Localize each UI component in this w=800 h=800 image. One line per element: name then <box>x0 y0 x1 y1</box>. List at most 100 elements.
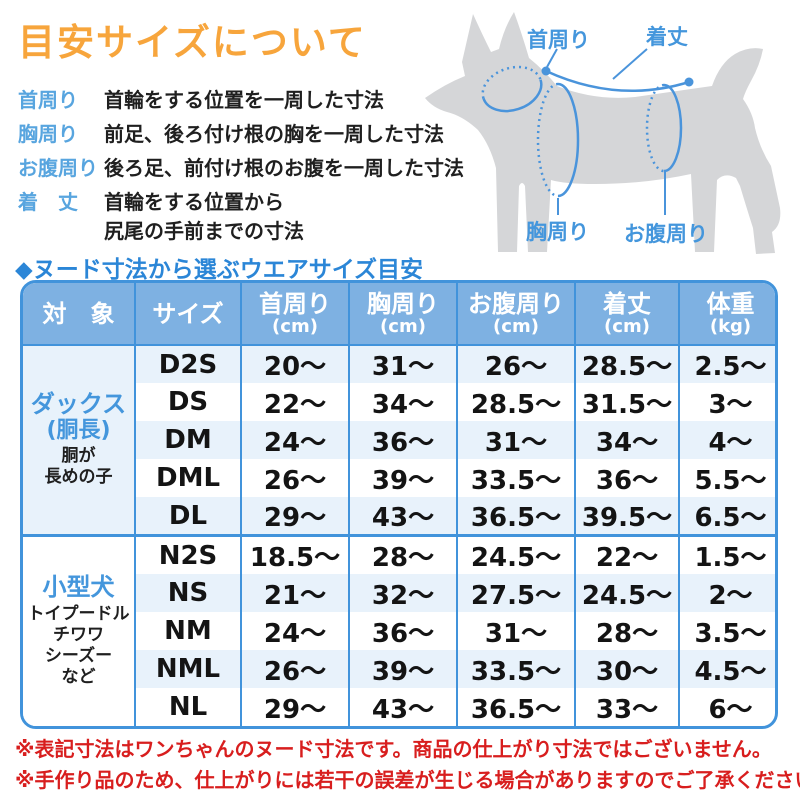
belly-cell: 36.5～ <box>456 497 575 536</box>
group-sub-line: チワワ <box>53 624 104 645</box>
length-cell: 39.5～ <box>574 497 679 536</box>
belly-cell: 33.5～ <box>456 650 575 688</box>
header-length: 着丈 (cm) <box>574 283 679 346</box>
definition-desc: 首輪をする位置から 尻尾の手前までの寸法 <box>104 186 464 244</box>
belly-cell: 28.5～ <box>456 383 575 421</box>
length-cell: 31.5～ <box>574 383 679 421</box>
neck-cell: 26～ <box>240 459 349 497</box>
definition-term: お腹周り <box>18 156 98 180</box>
weight-cell: 4～ <box>678 421 775 459</box>
definition-desc: 首輪をする位置を一周した寸法 <box>104 88 384 112</box>
length-cell: 34～ <box>574 421 679 459</box>
size-cell: NS <box>134 574 241 612</box>
table-row: ダックス (胴長) 胴が 長めの子 D2S 20～ 31～ 26～ 28.5～ … <box>23 345 775 536</box>
group-name: ダックス <box>30 390 127 419</box>
size-cell: DL <box>134 497 241 536</box>
group-sub: 胴が 長めの子 <box>23 446 134 489</box>
neck-cell: 18.5～ <box>240 534 349 574</box>
chest-cell: 36～ <box>348 421 457 459</box>
table-row: 小型犬 トイプードル チワワ シーズー など N2S 18.5～ 28～ 24.… <box>23 534 775 726</box>
header-chest-label: 胸周り <box>367 289 439 318</box>
chest-cell: 32～ <box>348 574 457 612</box>
belly-cell: 36.5～ <box>456 688 575 726</box>
page-title: 目安サイズについて <box>18 21 367 64</box>
belly-cell: 31～ <box>456 421 575 459</box>
length-cell: 28～ <box>574 612 679 650</box>
note-nude-size: ※表記寸法はワンちゃんのヌード寸法です。商品の仕上がり寸法ではございません。 <box>15 737 772 761</box>
group-sub: トイプードル チワワ シーズー など <box>23 604 134 689</box>
length-cell: 28.5～ <box>574 345 679 383</box>
table-row: NS 21～ 32～ 27.5～ 24.5～ 2～ <box>23 574 775 612</box>
weight-cell: 5.5～ <box>678 459 775 497</box>
group-sub-line: シーズー <box>44 646 113 667</box>
neck-cell: 20～ <box>240 345 349 383</box>
diagram-label-chest: 胸周り <box>526 220 589 244</box>
header-weight: 体重 (kg) <box>678 283 775 346</box>
back-length-end-dot <box>684 77 694 87</box>
neck-cell: 21～ <box>240 574 349 612</box>
definition-desc-line2: 尻尾の手前までの寸法 <box>104 219 304 243</box>
header-neck: 首周り (cm) <box>240 283 349 346</box>
neck-cell: 26～ <box>240 650 349 688</box>
chest-measure-ellipse <box>536 82 580 198</box>
definition-desc: 前足、後ろ付け根の胸を一周した寸法 <box>104 122 444 146</box>
size-cell: N2S <box>134 534 241 574</box>
dog-silhouette-illustration <box>425 12 781 254</box>
belly-cell: 31～ <box>456 612 575 650</box>
header-length-unit: (cm) <box>604 315 650 337</box>
length-cell: 24.5～ <box>574 574 679 612</box>
neck-leader-line <box>546 48 558 68</box>
chest-cell: 39～ <box>348 459 457 497</box>
definition-term: 首周り <box>18 88 78 112</box>
neck-cell: 29～ <box>240 688 349 726</box>
section-title: ◆ヌード寸法から選ぶウエアサイズ目安 <box>15 257 423 283</box>
table-row: NL 29～ 43～ 36.5～ 33～ 6～ <box>23 688 775 726</box>
weight-cell: 2～ <box>678 574 775 612</box>
size-table: 対 象 サイズ 首周り (cm) 胸周り (cm) お腹周り (cm) 着丈 (cm) … <box>20 280 778 729</box>
header-belly: お腹周り (cm) <box>456 283 575 346</box>
chest-cell: 43～ <box>348 688 457 726</box>
weight-cell: 6～ <box>678 688 775 726</box>
group-sub-line: など <box>61 667 96 688</box>
definition-term: 胸周り <box>18 122 78 146</box>
neck-cell: 24～ <box>240 421 349 459</box>
belly-cell: 33.5～ <box>456 459 575 497</box>
back-length-line <box>545 69 690 93</box>
table-row: NM 24～ 36～ 31～ 28～ 3.5～ <box>23 612 775 650</box>
size-cell: DS <box>134 383 241 421</box>
weight-cell: 3.5～ <box>678 612 775 650</box>
size-cell: DML <box>134 459 241 497</box>
neck-measure-ellipse <box>481 65 543 113</box>
weight-cell: 1.5～ <box>678 534 775 574</box>
group-sub-line: 長めの子 <box>44 467 113 488</box>
size-cell: NL <box>134 688 241 726</box>
header-length-label: 着丈 <box>603 289 651 318</box>
header-belly-label: お腹周り <box>468 289 564 318</box>
group-sub-line: 胴が <box>61 446 96 467</box>
dog-silhouette <box>425 12 781 254</box>
header-weight-unit: (kg) <box>709 315 752 337</box>
weight-cell: 3～ <box>678 383 775 421</box>
header-chest-unit: (cm) <box>380 315 426 337</box>
table-row: NML 26～ 39～ 33.5～ 30～ 4.5～ <box>23 650 775 688</box>
chest-cell: 34～ <box>348 383 457 421</box>
length-cell: 33～ <box>574 688 679 726</box>
diagram-label-neck: 首周り <box>527 28 590 52</box>
chest-cell: 28～ <box>348 534 457 574</box>
belly-cell: 24.5～ <box>456 534 575 574</box>
group-name: 小型犬 <box>42 573 115 602</box>
table-row: DL 29～ 43～ 36.5～ 39.5～ 6.5～ <box>23 497 775 536</box>
header-chest: 胸周り (cm) <box>348 283 457 346</box>
header-neck-label: 首周り <box>259 289 331 318</box>
group-name2: (胴長) <box>46 417 111 443</box>
definition-desc: 後ろ足、前付け根のお腹を一周した寸法 <box>104 156 464 180</box>
chest-cell: 43～ <box>348 497 457 536</box>
chest-cell: 39～ <box>348 650 457 688</box>
neck-cell: 24～ <box>240 612 349 650</box>
table-row: DM 24～ 36～ 31～ 34～ 4～ <box>23 421 775 459</box>
length-cell: 36～ <box>574 459 679 497</box>
length-leader-line <box>612 48 648 80</box>
group-small-dog-cell: 小型犬 トイプードル チワワ シーズー など <box>23 534 135 726</box>
size-cell: DM <box>134 421 241 459</box>
